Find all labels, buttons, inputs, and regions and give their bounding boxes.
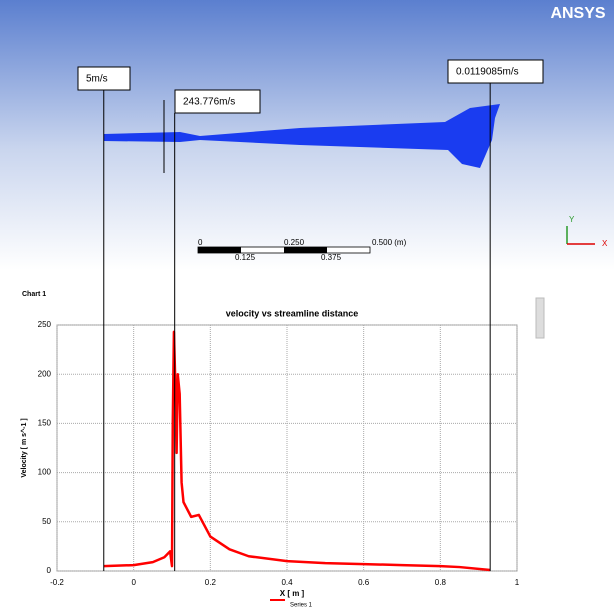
- y-axis-label: Velocity [ m s^-1 ]: [20, 418, 28, 477]
- chart-panel: [0, 270, 614, 615]
- panel-title: Chart 1: [22, 291, 46, 298]
- scale-label: 0.375: [321, 253, 342, 262]
- probe-box: [77, 66, 131, 91]
- scale-seg: [284, 247, 327, 253]
- scale-label: 0.250: [284, 238, 305, 247]
- x-axis-label: X [ m ]: [280, 589, 305, 598]
- chart-title: velocity vs streamline distance: [226, 308, 359, 318]
- x-tick-label: 1: [515, 578, 520, 587]
- probe-box: [174, 89, 261, 114]
- probe-label: 243.776m/s: [183, 97, 235, 108]
- scale-label: 0.500 (m): [372, 238, 407, 247]
- y-tick-label: 100: [38, 468, 52, 477]
- x-tick-label: 0: [131, 578, 136, 587]
- scale-label: 0.125: [235, 253, 256, 262]
- x-tick-label: 0.2: [205, 578, 217, 587]
- x-tick-label: 0.4: [281, 578, 293, 587]
- x-tick-label: -0.2: [50, 578, 64, 587]
- scale-label: 0: [198, 238, 203, 247]
- legend-label: Series 1: [290, 603, 313, 609]
- logo: ANSYS: [550, 5, 605, 22]
- triad-label: X: [602, 239, 608, 248]
- probe-label: 5m/s: [86, 74, 108, 85]
- x-tick-label: 0.6: [358, 578, 370, 587]
- y-tick-label: 150: [38, 419, 52, 428]
- y-tick-label: 0: [47, 566, 52, 575]
- probe-label: 0.0119085m/s: [456, 67, 519, 78]
- y-tick-label: 250: [38, 320, 52, 329]
- probe-box: [447, 59, 544, 84]
- streamlines: [104, 104, 500, 168]
- scale-seg: [198, 247, 241, 253]
- x-tick-label: 0.8: [435, 578, 447, 587]
- triad-label: Y: [569, 215, 575, 224]
- y-tick-label: 50: [42, 517, 51, 526]
- y-tick-label: 200: [38, 369, 52, 378]
- series-line: [103, 330, 491, 572]
- scrollbar[interactable]: [535, 297, 545, 339]
